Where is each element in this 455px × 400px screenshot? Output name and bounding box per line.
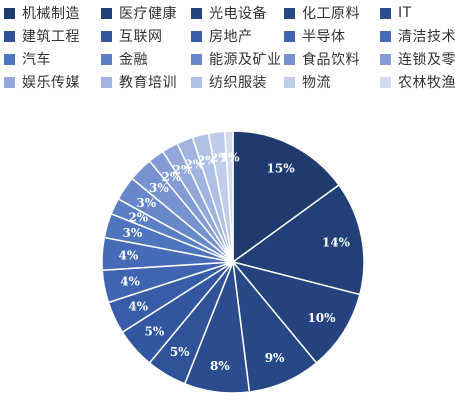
legend-item: 半导体	[284, 27, 346, 45]
legend-label: 能源及矿业	[209, 52, 282, 68]
legend-label: 教育培训	[119, 75, 177, 91]
legend-item: 娱乐传媒	[4, 73, 80, 91]
slice-data-label: 3%	[136, 196, 156, 210]
slice-data-label: 4%	[119, 248, 139, 262]
legend-item: 金融	[101, 50, 148, 68]
legend-item: 化工原料	[284, 4, 360, 22]
slice-data-label: 2%	[128, 210, 148, 224]
slice-data-label: 3%	[149, 181, 169, 195]
pie-slice	[223, 130, 234, 263]
legend-label: 光电设备	[209, 6, 267, 22]
slice-data-label: 2%	[210, 151, 230, 165]
legend-swatch	[380, 7, 391, 19]
legend-swatch	[284, 7, 295, 19]
pie-slice	[231, 183, 365, 296]
slice-data-label: 8%	[210, 359, 230, 373]
legend-swatch	[191, 76, 202, 88]
legend-swatch	[380, 30, 391, 42]
legend-item: 农林牧渔	[380, 73, 455, 91]
legend-item: 能源及矿业	[191, 50, 282, 68]
legend-swatch	[380, 76, 391, 88]
legend-item: 教育培训	[101, 73, 177, 91]
slice-data-label: 5%	[170, 345, 190, 359]
slice-data-label: 9%	[265, 351, 285, 365]
legend-swatch	[101, 76, 112, 88]
legend-item: 房地产	[191, 27, 253, 45]
slice-data-label: 14%	[322, 235, 351, 249]
legend-item: 建筑工程	[4, 27, 80, 45]
slice-data-label: 15%	[267, 162, 296, 176]
legend-item: IT	[380, 4, 412, 22]
legend-swatch	[4, 7, 15, 19]
legend-label: 娱乐传媒	[22, 75, 80, 91]
slice-data-label: 3%	[123, 226, 143, 240]
legend-label: 农林牧渔	[398, 75, 455, 91]
legend-label: 互联网	[119, 29, 163, 45]
legend-label: 食品饮料	[302, 52, 360, 68]
legend-swatch	[101, 7, 112, 19]
legend-swatch	[101, 53, 112, 65]
legend-item: 医疗健康	[101, 4, 177, 22]
legend-item: 汽车	[4, 50, 51, 68]
slice-data-label: 4%	[128, 300, 148, 314]
legend-swatch	[284, 76, 295, 88]
legend-label: 建筑工程	[22, 29, 80, 45]
legend-label: 物流	[302, 75, 331, 91]
legend-swatch	[380, 53, 391, 65]
legend-swatch	[4, 30, 15, 42]
legend-label: 汽车	[22, 52, 51, 68]
legend-swatch	[191, 53, 202, 65]
legend-item: 纺织服装	[191, 73, 267, 91]
legend-item: 物流	[284, 73, 331, 91]
chart-legend: 机械制造 医疗健康 光电设备 化工原料 IT 建筑工程 互联网 房地产 半导体 清洁技术汽车 金融 能…	[4, 2, 455, 100]
legend-label: 清洁技术	[398, 29, 455, 45]
legend-label: 医疗健康	[119, 6, 177, 22]
legend-label: 机械制造	[22, 6, 80, 22]
slice-data-label: 10%	[307, 311, 336, 325]
legend-swatch	[191, 7, 202, 19]
legend-swatch	[284, 53, 295, 65]
legend-label: 金融	[119, 52, 148, 68]
legend-label: IT	[398, 5, 412, 21]
legend-label: 化工原料	[302, 6, 360, 22]
legend-item: 清洁技术	[380, 27, 455, 45]
legend-label: 房地产	[209, 29, 253, 45]
legend-swatch	[4, 53, 15, 65]
legend-swatch	[284, 30, 295, 42]
pie-slice	[230, 260, 361, 364]
legend-label: 纺织服装	[209, 75, 267, 91]
legend-item: 光电设备	[191, 4, 267, 22]
legend-label: 连锁及零	[398, 52, 455, 68]
legend-item: 机械制造	[4, 4, 80, 22]
legend-label: 半导体	[302, 29, 346, 45]
legend-swatch	[191, 30, 202, 42]
slice-data-label: 5%	[145, 324, 165, 338]
legend-item: 食品饮料	[284, 50, 360, 68]
slice-data-label: 4%	[120, 275, 140, 289]
pie-slice	[232, 130, 341, 264]
legend-swatch	[101, 30, 112, 42]
slice-data-label: 1%	[220, 150, 240, 164]
legend-item: 连锁及零	[380, 50, 455, 68]
legend-swatch	[4, 76, 15, 88]
legend-item: 互联网	[101, 27, 163, 45]
